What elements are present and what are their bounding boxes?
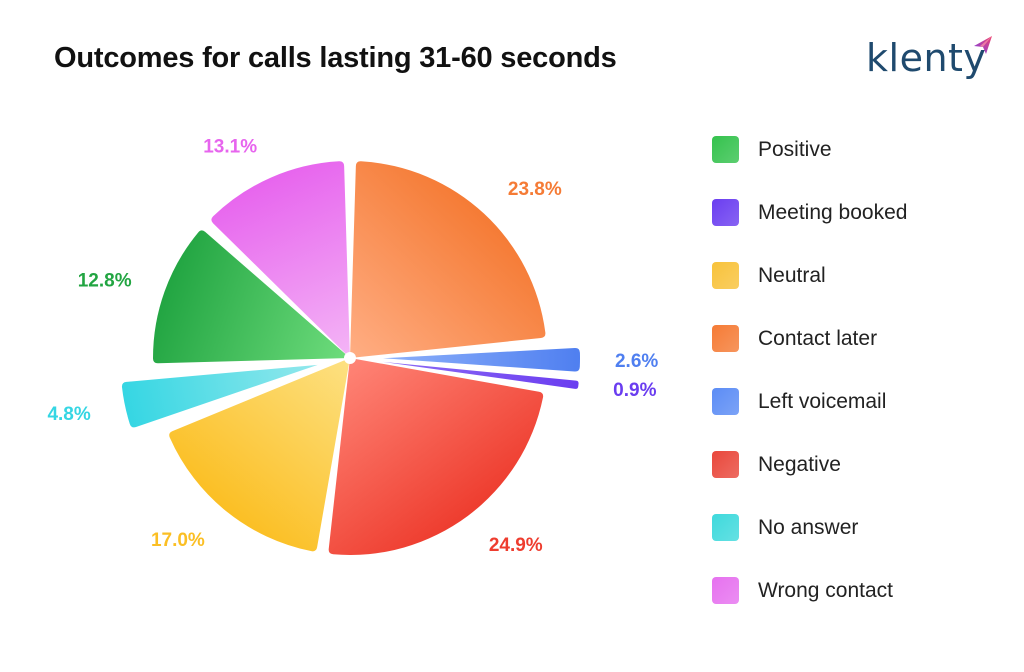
legend-swatch <box>712 199 739 226</box>
legend-item-left-voicemail: Left voicemail <box>712 370 907 433</box>
pie-slice-neutral <box>169 358 350 552</box>
legend-label: Positive <box>758 137 832 161</box>
chart-title: Outcomes for calls lasting 31-60 seconds <box>54 42 617 74</box>
logo-text: klenty <box>866 36 987 80</box>
legend-item-neutral: Neutral <box>712 244 907 307</box>
pie-slice-no-answer <box>121 364 318 428</box>
legend-item-contact-later: Contact later <box>712 307 907 370</box>
chart-legend: Positive Meeting booked Neutral Contact lat… <box>712 118 907 622</box>
pie-label-no-answer: 4.8% <box>47 404 90 425</box>
legend-label: Wrong contact <box>758 578 894 602</box>
pie-center-hub <box>344 352 356 364</box>
legend-item-wrong-contact: Wrong contact <box>712 559 907 622</box>
klenty-logo: klenty <box>866 36 994 80</box>
pie-slice-left-voicemail <box>382 347 580 372</box>
pie-label-wrong-contact: 13.1% <box>203 136 257 157</box>
legend-label: Negative <box>758 452 841 476</box>
pie-label-negative: 24.9% <box>489 535 543 556</box>
pie-slice-wrong-contact <box>211 161 350 358</box>
legend-label: Left voicemail <box>758 389 887 413</box>
legend-swatch <box>712 451 739 478</box>
legend-swatch <box>712 388 739 415</box>
pie-label-meeting-booked: 0.9% <box>613 380 656 401</box>
legend-item-positive: Positive <box>712 118 907 181</box>
legend-swatch <box>712 262 739 289</box>
paper-plane-icon <box>974 36 993 54</box>
pie-slice-negative <box>328 358 544 555</box>
pie-slice-contact-later <box>350 161 546 358</box>
pie-slice-meeting-booked <box>382 361 579 389</box>
legend-swatch <box>712 136 739 163</box>
legend-label: Meeting booked <box>758 200 908 224</box>
pie-slice-positive <box>153 230 350 364</box>
legend-label: Neutral <box>758 263 826 287</box>
pie-label-left-voicemail: 2.6% <box>615 351 658 372</box>
pie-label-positive: 12.8% <box>78 271 132 292</box>
legend-swatch <box>712 514 739 541</box>
legend-label: Contact later <box>758 326 878 350</box>
pie-label-contact-later: 23.8% <box>508 179 562 200</box>
pie-chart: 23.8% 2.6% 0.9% 24.9% 17.0% 4.8% 12.8% 13.1% <box>47 136 658 556</box>
pie-label-neutral: 17.0% <box>151 530 205 551</box>
legend-item-negative: Negative <box>712 433 907 496</box>
legend-label: No answer <box>758 515 859 539</box>
legend-item-no-answer: No answer <box>712 496 907 559</box>
legend-swatch <box>712 325 739 352</box>
legend-item-meeting-booked: Meeting booked <box>712 181 907 244</box>
legend-swatch <box>712 577 739 604</box>
